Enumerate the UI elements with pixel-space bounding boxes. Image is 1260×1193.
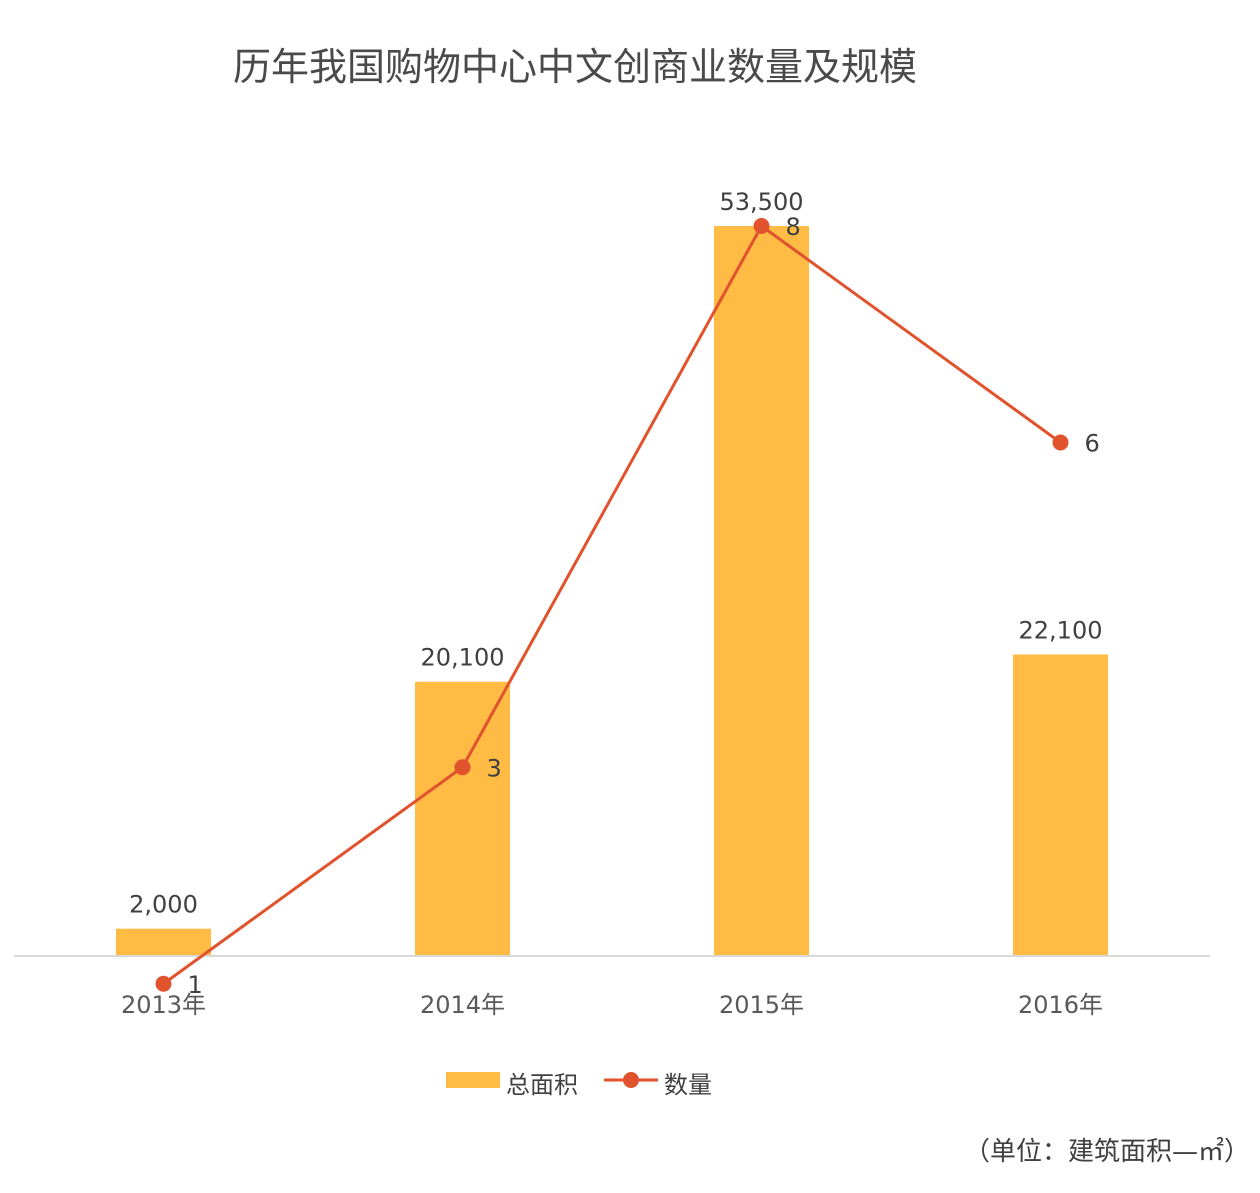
line-data-labels: 1 3 8 6 <box>188 213 1100 999</box>
line-point-1 <box>454 759 471 776</box>
line-path <box>162 223 1062 985</box>
bar-0 <box>116 928 211 956</box>
chart-title: 历年我国购物中心中文创商业数量及规模 <box>233 45 917 89</box>
line-label-2: 8 <box>786 213 801 241</box>
x-tick-label-0: 2013年 <box>121 991 206 1019</box>
x-tick-label-2: 2015年 <box>719 991 804 1019</box>
bar-data-labels: 2,000 20,100 53,500 22,100 <box>129 188 1102 919</box>
bar-3 <box>1013 654 1108 956</box>
legend-label-line: 数量 <box>664 1071 712 1099</box>
legend: 总面积 数量 <box>446 1071 712 1099</box>
line-series <box>155 218 1069 992</box>
legend-label-bar: 总面积 <box>506 1071 578 1099</box>
x-axis-tick-labels: 2013年 2014年 2015年 2016年 <box>121 991 1103 1019</box>
line-label-0: 1 <box>188 971 203 999</box>
bar-label-3: 22,100 <box>1019 616 1103 644</box>
line-point-2 <box>753 218 770 234</box>
bar-1 <box>415 681 510 956</box>
unit-note: （单位：建筑面积—㎡） <box>964 1137 1250 1167</box>
x-tick-label-3: 2016年 <box>1018 991 1103 1019</box>
bar-label-2: 53,500 <box>720 188 804 216</box>
legend-swatch-bar <box>446 1072 500 1088</box>
bar-2 <box>714 226 809 956</box>
line-point-0 <box>155 975 172 992</box>
line-label-1: 3 <box>487 754 502 782</box>
line-point-3 <box>1052 434 1069 451</box>
legend-marker-line <box>623 1072 639 1088</box>
x-tick-label-1: 2014年 <box>420 991 505 1019</box>
bar-series <box>116 226 1108 956</box>
bar-label-0: 2,000 <box>129 891 198 919</box>
bar-label-1: 20,100 <box>421 644 505 672</box>
line-label-3: 6 <box>1085 430 1100 458</box>
